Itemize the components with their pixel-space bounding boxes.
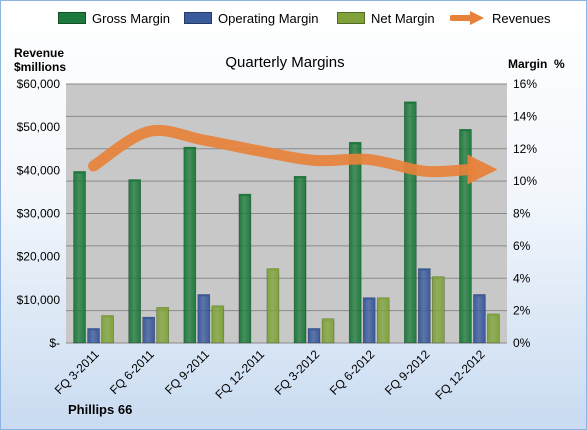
bar-cap [211, 305, 224, 308]
bar-operating-margin [362, 297, 376, 344]
bar-cap [238, 194, 251, 197]
bar-cap [363, 297, 376, 300]
bar-cap [322, 318, 335, 321]
bar-gross-margin [404, 101, 417, 344]
legend-label-revenues: Revenues [492, 10, 551, 26]
bar-operating-margin [142, 316, 155, 344]
bar-gross-margin [238, 193, 252, 344]
left-tick-label: $- [49, 336, 60, 350]
bar-operating-margin [307, 328, 321, 344]
bar-operating-margin [473, 294, 486, 344]
bar-cap [418, 268, 431, 271]
revenues-arrowhead [467, 154, 498, 185]
x-tick-label: FQ 6-2012 [327, 347, 378, 398]
bar-net-margin [266, 268, 280, 344]
x-tick-label: FQ 3-2011 [52, 347, 102, 397]
legend-arrow-icon [450, 11, 484, 25]
bar-operating-margin [87, 328, 100, 344]
legend-item-revenues: Revenues [450, 8, 551, 28]
left-tick-label: $20,000 [17, 250, 61, 264]
legend-swatch-net-margin [337, 12, 365, 24]
bar-net-margin [376, 297, 390, 344]
bar-cap [487, 313, 500, 316]
right-tick-label: 8% [513, 207, 531, 221]
bar-net-margin [487, 313, 500, 344]
x-tick-label: FQ 6-2011 [107, 347, 157, 397]
legend-label-operating-margin: Operating Margin [218, 10, 319, 26]
chart-legend: Gross Margin Operating Margin Net Margin… [0, 8, 587, 28]
bar-net-margin [156, 307, 169, 344]
bar-gross-margin [348, 141, 362, 344]
right-tick-label: 0% [513, 336, 531, 350]
left-axis-title: Revenue $millions [14, 46, 67, 74]
right-tick-label: 16% [513, 77, 537, 91]
bar-cap [308, 328, 321, 331]
bar-cap [459, 129, 472, 132]
bar-cap [87, 328, 100, 331]
right-tick-label: 2% [513, 304, 531, 318]
legend-swatch-operating-margin [184, 12, 212, 24]
bar-cap [156, 307, 169, 310]
bar-gross-margin [73, 171, 86, 344]
bar-net-margin [321, 318, 335, 344]
left-tick-label: $50,000 [17, 120, 61, 134]
right-tick-label: 14% [513, 109, 537, 123]
x-tick-label: FQ 12-2011 [213, 347, 268, 402]
bar-cap [128, 179, 141, 182]
legend-item-operating-margin: Operating Margin [184, 8, 318, 28]
bar-cap [73, 171, 86, 174]
bar-cap [294, 176, 307, 179]
legend-label-gross-margin: Gross Margin [92, 10, 171, 26]
footer-label: Phillips 66 [68, 402, 133, 417]
bar-cap [349, 142, 362, 145]
x-tick-label: FQ 9-2011 [162, 347, 212, 397]
bar-gross-margin [183, 146, 197, 344]
right-axis-title: Margin % [508, 57, 565, 71]
bar-gross-margin [293, 175, 307, 344]
bar-gross-margin [128, 179, 141, 344]
bar-cap [183, 147, 196, 150]
right-tick-label: 6% [513, 239, 531, 253]
bar-cap [473, 294, 486, 297]
x-tick-label: FQ 9-2012 [382, 347, 433, 398]
bar-cap [142, 317, 155, 320]
revenues-line [88, 124, 475, 178]
right-tick-label: 10% [513, 174, 537, 188]
bar-net-margin [101, 315, 114, 344]
legend-item-gross-margin: Gross Margin [58, 8, 170, 28]
legend-swatch-gross-margin [58, 12, 86, 24]
bar-cap [432, 276, 445, 279]
legend-label-net-margin: Net Margin [371, 10, 435, 26]
bar-cap [101, 315, 114, 318]
bar-operating-margin [418, 268, 431, 344]
left-tick-label: $30,000 [17, 207, 61, 221]
bar-cap [377, 297, 390, 300]
bar-cap [404, 101, 417, 104]
right-tick-label: 12% [513, 142, 537, 156]
left-tick-label: $10,000 [17, 293, 61, 307]
chart-title: Quarterly Margins [225, 54, 345, 71]
bar-net-margin [432, 276, 445, 344]
bar-operating-margin [197, 294, 211, 344]
legend-item-net-margin: Net Margin [337, 8, 435, 28]
x-tick-label: FQ 3-2012 [272, 347, 323, 398]
bar-cap [197, 294, 210, 297]
x-tick-label: FQ 12-2012 [432, 347, 487, 402]
left-tick-label: $60,000 [17, 77, 61, 91]
right-tick-label: 4% [513, 271, 531, 285]
bar-net-margin [211, 305, 225, 344]
bar-cap [266, 268, 279, 271]
left-tick-label: $40,000 [17, 163, 61, 177]
